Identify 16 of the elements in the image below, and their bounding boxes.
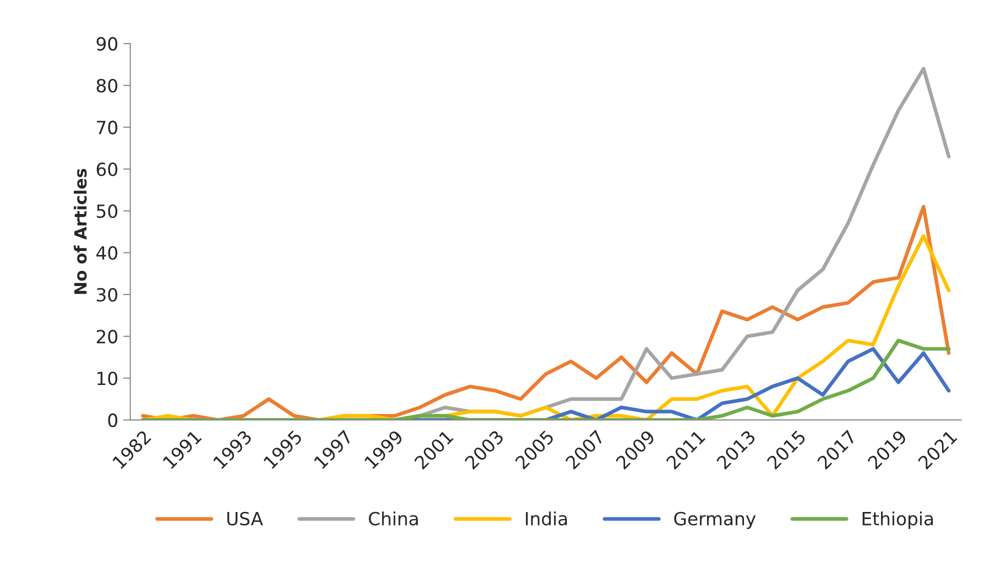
y-tick-label: 30 bbox=[96, 288, 118, 302]
y-tick-label: 20 bbox=[96, 330, 118, 344]
legend-label: USA bbox=[227, 512, 263, 526]
y-tick-label: 90 bbox=[96, 37, 118, 51]
legend-label: Germany bbox=[674, 512, 756, 529]
y-tick-label: 70 bbox=[96, 120, 118, 134]
y-axis-title: No of Articles bbox=[74, 168, 87, 294]
legend-label: India bbox=[526, 512, 567, 526]
y-tick-label: 50 bbox=[96, 204, 118, 218]
y-tick-label: 10 bbox=[97, 372, 118, 386]
legend-label: Ethiopia bbox=[862, 512, 933, 529]
y-tick-label: 0 bbox=[108, 413, 118, 428]
y-tick-label: 40 bbox=[96, 246, 118, 260]
y-tick-label: 60 bbox=[96, 162, 118, 176]
y-tick-label: 80 bbox=[96, 78, 118, 93]
legend-label: China bbox=[368, 512, 418, 526]
